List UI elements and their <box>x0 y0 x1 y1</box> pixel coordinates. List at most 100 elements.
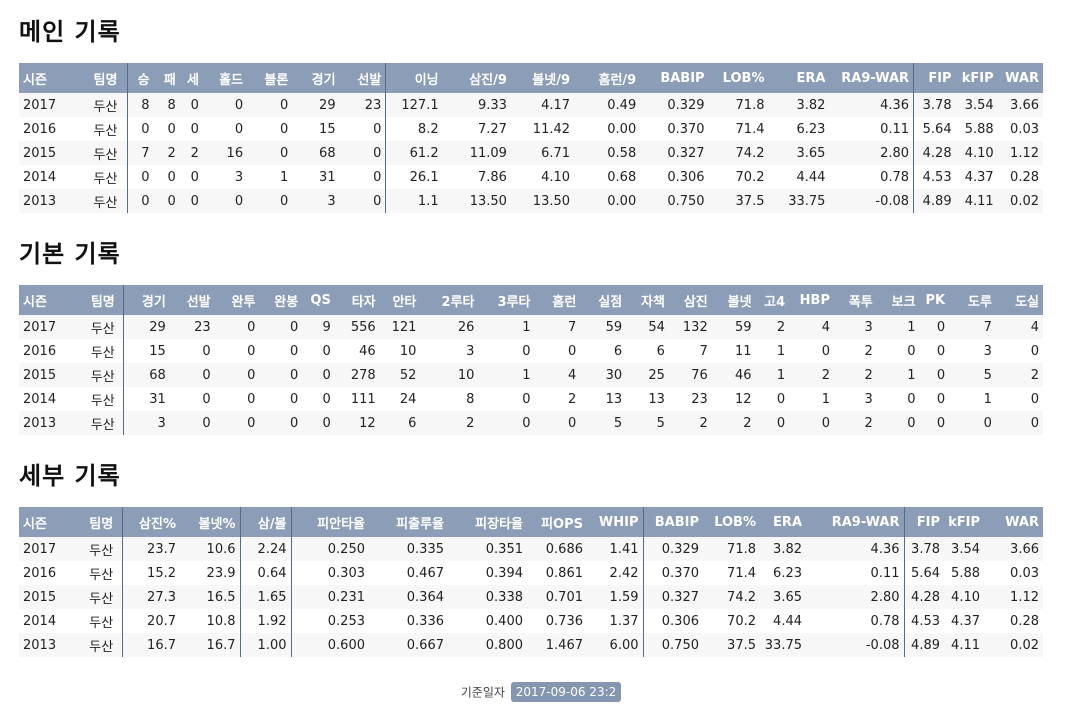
table-cell: 0.370 <box>642 561 703 585</box>
table-cell: 두산 <box>82 339 124 363</box>
column-header: 홀드 <box>202 63 248 93</box>
table-cell: 0 <box>153 165 180 189</box>
table-cell: 12 <box>334 411 380 435</box>
table-cell: 0 <box>876 339 920 363</box>
table-cell: 두산 <box>81 633 122 657</box>
column-header: 패 <box>153 63 180 93</box>
table-cell: 4.53 <box>913 165 956 189</box>
table-cell: 76 <box>668 363 712 387</box>
table-cell: 4.89 <box>913 189 956 213</box>
table-cell: 3 <box>833 315 877 339</box>
detail-record-table: 시즌 팀명 삼진% 볼넷% 삼/볼 피안타율 피출루율 피장타율 피OPS WHIP BABIP LO… <box>19 507 1043 657</box>
table-cell: 127.1 <box>385 93 443 117</box>
table-cell: 13.50 <box>510 189 575 213</box>
table-cell: 0.400 <box>448 609 527 633</box>
table-cell: -0.08 <box>829 189 914 213</box>
table-row: 2016 두산 15 0 0 0 0 46 10 3 0 0 6 6 7 11 1 0 2 0 0 3 0 <box>19 339 1043 363</box>
table-cell: 9.33 <box>442 93 511 117</box>
table-cell: 두산 <box>82 315 124 339</box>
table-cell: 0 <box>919 411 950 435</box>
table-cell: 33.75 <box>760 633 806 657</box>
table-cell: 1.41 <box>587 537 643 561</box>
column-header: 안타 <box>379 285 421 315</box>
column-header: kFIP <box>944 507 984 537</box>
table-cell: 2013 <box>19 633 81 657</box>
table-cell: 4.17 <box>510 93 575 117</box>
table-cell: 71.8 <box>708 93 769 117</box>
table-cell: 3 <box>202 165 248 189</box>
column-header: 피OPS <box>527 507 587 537</box>
table-cell: 7 <box>126 141 154 165</box>
table-cell: 0.327 <box>642 585 703 609</box>
table-cell: 46 <box>334 339 380 363</box>
table-cell: 0 <box>478 339 535 363</box>
table-cell: 2 <box>534 387 581 411</box>
table-cell: 3.78 <box>913 93 956 117</box>
column-header: 선발 <box>169 285 215 315</box>
table-cell: 4.11 <box>944 633 984 657</box>
table-cell: 0.11 <box>829 117 914 141</box>
table-cell: 6.23 <box>768 117 830 141</box>
column-header: 이닝 <box>385 63 443 93</box>
column-header: 도실 <box>995 285 1043 315</box>
table-cell: 0 <box>153 117 180 141</box>
table-cell: 두산 <box>84 93 128 117</box>
table-cell: 0.303 <box>290 561 369 585</box>
table-cell: 3 <box>833 387 877 411</box>
table-cell: 2013 <box>19 411 83 435</box>
table-cell: 70.2 <box>708 165 769 189</box>
table-cell: 0.306 <box>642 609 703 633</box>
table-cell: 1 <box>478 315 535 339</box>
table-row: 2017 두산 8 8 0 0 0 29 23 127.1 9.33 4.17 0.49 0.329 71.… <box>19 93 1043 117</box>
table-cell: 61.2 <box>385 141 443 165</box>
table-cell: 2.80 <box>806 585 904 609</box>
table-cell: 0.00 <box>574 117 641 141</box>
table-row: 2016 두산 15.2 23.9 0.64 0.303 0.467 0.394 0.861 2.… <box>19 561 1043 585</box>
column-header: 고4 <box>755 285 790 315</box>
table-cell: 4 <box>995 315 1043 339</box>
table-cell: 5 <box>580 411 627 435</box>
table-cell: 0 <box>202 189 248 213</box>
table-cell: 0.231 <box>290 585 369 609</box>
column-header: 2루타 <box>420 285 479 315</box>
table-cell: 68 <box>292 141 340 165</box>
main-record-title: 메인 기록 <box>19 18 121 46</box>
table-cell: 2 <box>833 363 877 387</box>
table-cell: 1.12 <box>997 141 1043 165</box>
column-header: 선발 <box>339 63 386 93</box>
table-cell: 23 <box>339 93 386 117</box>
table-cell: 8 <box>153 93 180 117</box>
table-cell: 26.1 <box>385 165 443 189</box>
table-cell: 5.64 <box>913 117 956 141</box>
table-cell: 3 <box>420 339 479 363</box>
table-cell: 1.12 <box>984 585 1043 609</box>
main-header-row: 시즌 팀명 승 패 세 홀드 블론 경기 선발 이닝 삼진/9 볼넷/9 홈런/9 BABIP LOB% ER… <box>19 63 1043 93</box>
table-cell: 2017 <box>19 315 83 339</box>
table-cell: 0.351 <box>448 537 527 561</box>
table-cell: 0.00 <box>574 189 641 213</box>
table-cell: 15 <box>123 339 170 363</box>
table-cell: 3.66 <box>997 93 1043 117</box>
table-cell: 0.394 <box>448 561 527 585</box>
column-header: 경기 <box>292 63 340 93</box>
table-cell: 3 <box>123 411 170 435</box>
table-cell: 11 <box>711 339 756 363</box>
table-cell: 0 <box>179 165 203 189</box>
table-row: 2014 두산 20.7 10.8 1.92 0.253 0.336 0.400 0.736 1.… <box>19 609 1043 633</box>
table-cell: 3.54 <box>944 537 984 561</box>
table-cell: 16.7 <box>121 633 180 657</box>
table-cell: 0 <box>534 411 581 435</box>
table-cell: 5.64 <box>903 561 944 585</box>
table-cell: 13 <box>580 387 627 411</box>
table-cell: 71.4 <box>708 117 769 141</box>
column-header: 볼넷 <box>711 285 756 315</box>
column-header: 시즌 <box>19 285 83 315</box>
table-cell: 2 <box>179 141 203 165</box>
table-cell: 6.00 <box>587 633 643 657</box>
table-row: 2015 두산 68 0 0 0 0 278 52 10 1 4 30 25 76 46 1 2 2 1 0 5 2 <box>19 363 1043 387</box>
column-header: 경기 <box>123 285 170 315</box>
table-row: 2016 두산 0 0 0 0 0 15 0 8.2 7.27 11.42 0.00 0.370 71.4 6… <box>19 117 1043 141</box>
table-cell: 7 <box>668 339 712 363</box>
table-cell: 1 <box>789 387 834 411</box>
table-cell: 0 <box>302 387 335 411</box>
